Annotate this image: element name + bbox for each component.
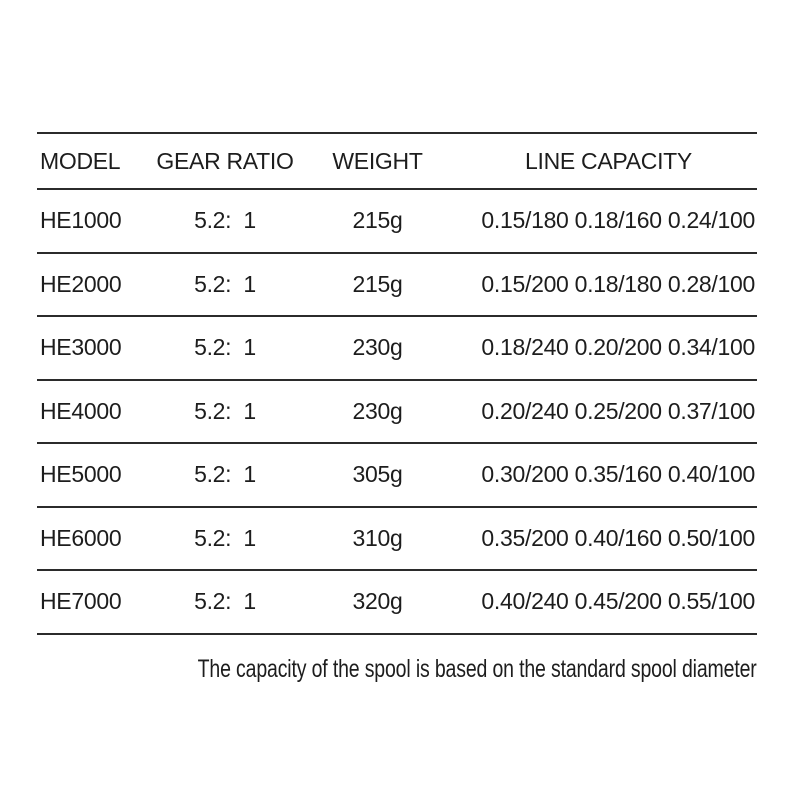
line-capacity-cell: 0.18/240 0.20/200 0.34/100 — [481, 334, 755, 361]
model-cell: HE7000 — [40, 588, 122, 615]
weight-cell: 310g — [352, 524, 403, 551]
footnote: The capacity of the spool is based on th… — [37, 655, 757, 684]
line-capacity-cell: 0.30/200 0.35/160 0.40/100 — [481, 461, 755, 488]
line-capacity-cell: 0.20/240 0.25/200 0.37/100 — [481, 397, 755, 424]
column-header-line-capacity: LINE CAPACITY — [525, 147, 692, 174]
weight-cell: 230g — [352, 334, 403, 361]
column-header-weight: WEIGHT — [332, 147, 423, 174]
table-row: HE2000 5.2: 1 215g 0.15/200 0.18/180 0.2… — [37, 254, 757, 317]
line-capacity-cell: 0.15/200 0.18/180 0.28/100 — [481, 270, 755, 297]
line-capacity-cell: 0.15/180 0.18/160 0.24/100 — [481, 207, 755, 234]
table-row: HE5000 5.2: 1 305g 0.30/200 0.35/160 0.4… — [37, 444, 757, 508]
spec-table: MODEL GEAR RATIO WEIGHT LINE CAPACITY HE… — [37, 132, 757, 635]
table-row: HE1000 5.2: 1 215g 0.15/180 0.18/160 0.2… — [37, 190, 757, 254]
table-row: HE3000 5.2: 1 230g 0.18/240 0.20/200 0.3… — [37, 317, 757, 381]
gear-ratio-cell: 5.2: 1 — [194, 207, 256, 234]
table-row: HE7000 5.2: 1 320g 0.40/240 0.45/200 0.5… — [37, 571, 757, 635]
gear-ratio-cell: 5.2: 1 — [194, 524, 256, 551]
reel-spec-sheet: MODEL GEAR RATIO WEIGHT LINE CAPACITY HE… — [37, 132, 757, 684]
model-cell: HE4000 — [40, 397, 122, 424]
gear-ratio-cell: 5.2: 1 — [194, 270, 256, 297]
weight-cell: 215g — [352, 207, 403, 234]
weight-cell: 215g — [352, 270, 403, 297]
line-capacity-cell: 0.35/200 0.40/160 0.50/100 — [481, 524, 755, 551]
line-capacity-cell: 0.40/240 0.45/200 0.55/100 — [481, 588, 755, 615]
column-header-model: MODEL — [40, 147, 121, 174]
table-header-row: MODEL GEAR RATIO WEIGHT LINE CAPACITY — [37, 134, 757, 190]
weight-cell: 305g — [352, 461, 403, 488]
gear-ratio-cell: 5.2: 1 — [194, 461, 256, 488]
model-cell: HE2000 — [40, 270, 122, 297]
gear-ratio-cell: 5.2: 1 — [194, 397, 256, 424]
gear-ratio-cell: 5.2: 1 — [194, 588, 256, 615]
model-cell: HE3000 — [40, 334, 122, 361]
table-row: HE6000 5.2: 1 310g 0.35/200 0.40/160 0.5… — [37, 508, 757, 571]
weight-cell: 230g — [352, 397, 403, 424]
weight-cell: 320g — [352, 588, 403, 615]
column-header-gear-ratio: GEAR RATIO — [156, 147, 294, 174]
model-cell: HE6000 — [40, 524, 122, 551]
gear-ratio-cell: 5.2: 1 — [194, 334, 256, 361]
table-row: HE4000 5.2: 1 230g 0.20/240 0.25/200 0.3… — [37, 381, 757, 444]
model-cell: HE1000 — [40, 207, 122, 234]
model-cell: HE5000 — [40, 461, 122, 488]
footnote-text: The capacity of the spool is based on th… — [198, 654, 757, 683]
